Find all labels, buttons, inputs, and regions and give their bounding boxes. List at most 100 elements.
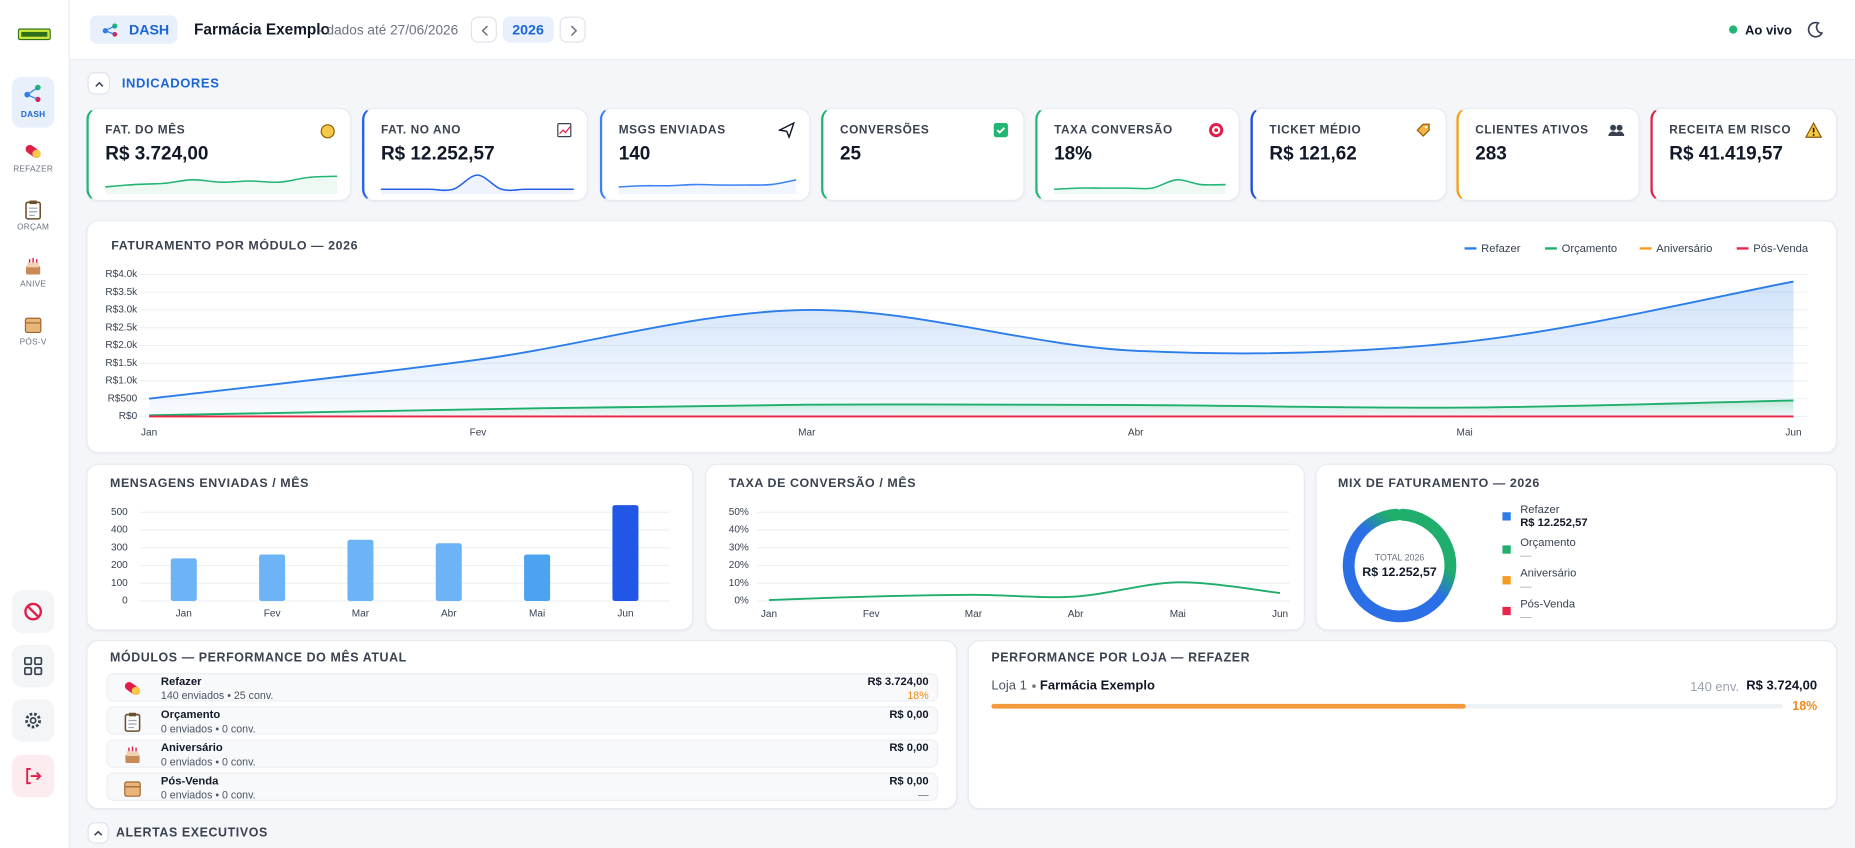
kpi-card: MSGS ENVIADAS 140 — [599, 107, 811, 202]
collapse-alerts[interactable] — [87, 822, 109, 844]
sparkline — [618, 179, 797, 195]
nav-icon — [22, 256, 43, 277]
nav-icon — [22, 199, 43, 220]
module-icon — [122, 744, 143, 765]
icon — [26, 257, 41, 275]
logo — [17, 28, 51, 41]
icon — [24, 317, 42, 334]
icon — [25, 200, 41, 220]
kpi-card: TAXA CONVERSÃO 18% — [1035, 107, 1240, 202]
kpi-card: RECEITA EM RISCO R$ 41.419,57 — [1650, 107, 1838, 202]
module-name: Aniversário — [160, 741, 223, 755]
module-detail: 140 enviados • 25 conv. — [160, 689, 274, 702]
store-card: PERFORMANCE POR LOJA — REFAZER Loja 1 Fa… — [967, 640, 1838, 810]
section-title: ALERTAS EXECUTIVOS — [115, 825, 268, 840]
module-value: R$ 0,00 — [889, 774, 929, 788]
kpi-card: FAT. DO MÊS R$ 3.724,00 — [86, 107, 352, 202]
apps-button[interactable] — [11, 644, 55, 688]
kpi-value: 140 — [618, 144, 651, 165]
nav-item[interactable]: ORÇAM — [12, 193, 55, 240]
next-year[interactable] — [559, 16, 586, 43]
theme-toggle[interactable] — [1805, 20, 1824, 39]
nav-icon — [22, 314, 43, 335]
settings-button[interactable] — [11, 699, 55, 742]
kpi-label: CONVERSÕES — [839, 124, 930, 138]
icon — [481, 25, 488, 37]
sparkline-area — [105, 176, 338, 195]
kpi-icon — [1415, 122, 1432, 139]
module-icon — [122, 711, 143, 732]
section-title: INDICADORES — [121, 76, 220, 92]
kpi-icon — [1608, 122, 1625, 139]
store-value: R$ 3.724,00 — [1746, 679, 1818, 694]
nav-label: DASH — [20, 111, 46, 120]
kpi-value: R$ 3.724,00 — [105, 144, 209, 165]
year: 2026 — [512, 21, 544, 38]
icon — [777, 121, 796, 140]
messages-card — [86, 463, 694, 631]
module-detail: 0 enviados • 0 conv. — [160, 789, 256, 801]
module-name: Refazer — [160, 675, 202, 689]
progress-track — [991, 703, 1783, 709]
block-button[interactable] — [11, 590, 55, 633]
kpi-value: 283 — [1475, 144, 1507, 165]
prev-year[interactable] — [470, 16, 497, 43]
year-pill[interactable]: 2026 — [502, 16, 554, 43]
sparkline — [380, 174, 574, 195]
card-title: MÓDULOS — PERFORMANCE DO MÊS ATUAL — [110, 650, 407, 665]
kpi-card: FAT. NO ANO R$ 12.252,57 — [362, 107, 588, 202]
kpi-label: FAT. DO MÊS — [105, 124, 186, 138]
module-value: R$ 0,00 — [889, 708, 929, 722]
live-dot — [1729, 25, 1738, 34]
sparkline-line — [1054, 179, 1226, 191]
nav-item[interactable]: REFAZER — [12, 135, 55, 182]
brand-pill[interactable]: DASH — [89, 15, 178, 44]
store-name: Farmácia Exemplo — [1039, 679, 1155, 694]
nav-item[interactable]: PÓS-V — [12, 308, 55, 355]
sparkline — [105, 175, 338, 195]
module-detail: 0 enviados • 0 conv. — [160, 722, 256, 735]
kpi-icon — [777, 121, 796, 140]
kpi-icon — [319, 122, 336, 139]
collapse-indicators[interactable] — [87, 72, 111, 95]
brand: DASH — [128, 21, 170, 38]
nav-label: ORÇAM — [17, 223, 50, 232]
kpi-icon — [556, 122, 573, 139]
module-value: R$ 3.724,00 — [867, 675, 929, 689]
module-icon — [122, 777, 143, 798]
icon — [1608, 124, 1625, 137]
card-title: PERFORMANCE POR LOJA — REFAZER — [991, 650, 1251, 665]
module-detail: 0 enviados • 0 conv. — [160, 755, 256, 768]
icon — [102, 23, 118, 37]
kpi-value: R$ 121,62 — [1269, 144, 1357, 165]
logout-button[interactable] — [11, 754, 55, 798]
kpi-value: R$ 12.252,57 — [380, 144, 495, 165]
kpi-value: R$ 41.419,57 — [1669, 144, 1783, 165]
mix-card — [1315, 463, 1838, 631]
module-value: R$ 0,00 — [889, 741, 929, 755]
nav-item[interactable]: ANIVE — [12, 250, 55, 297]
kpi-label: CLIENTES ATIVOS — [1475, 124, 1589, 138]
icon — [24, 602, 42, 621]
top-bar — [69, 0, 1855, 61]
icon — [26, 768, 42, 785]
nav-item[interactable]: DASH — [11, 76, 55, 128]
module-rate: — — [918, 789, 929, 801]
sparkline-area — [618, 179, 797, 195]
store-rate: 18% — [1792, 699, 1818, 714]
sparkline-line — [105, 175, 338, 188]
sparkline-line — [618, 179, 797, 188]
nav-label: PÓS-V — [19, 338, 47, 347]
kpi-card: CONVERSÕES 25 — [821, 107, 1025, 202]
module-row: Orçamento 0 enviados • 0 conv. R$ 0,00 — [106, 706, 939, 735]
icon — [570, 25, 578, 37]
store-name: Farmácia Exemplo — [194, 20, 330, 38]
module-name: Orçamento — [160, 708, 221, 722]
icon — [557, 123, 572, 138]
nav-label: REFAZER — [13, 165, 54, 174]
icon — [125, 746, 140, 764]
icon — [95, 81, 104, 87]
sparkline-area — [1054, 179, 1226, 195]
icon — [993, 123, 1008, 138]
nav-icon — [22, 141, 43, 162]
